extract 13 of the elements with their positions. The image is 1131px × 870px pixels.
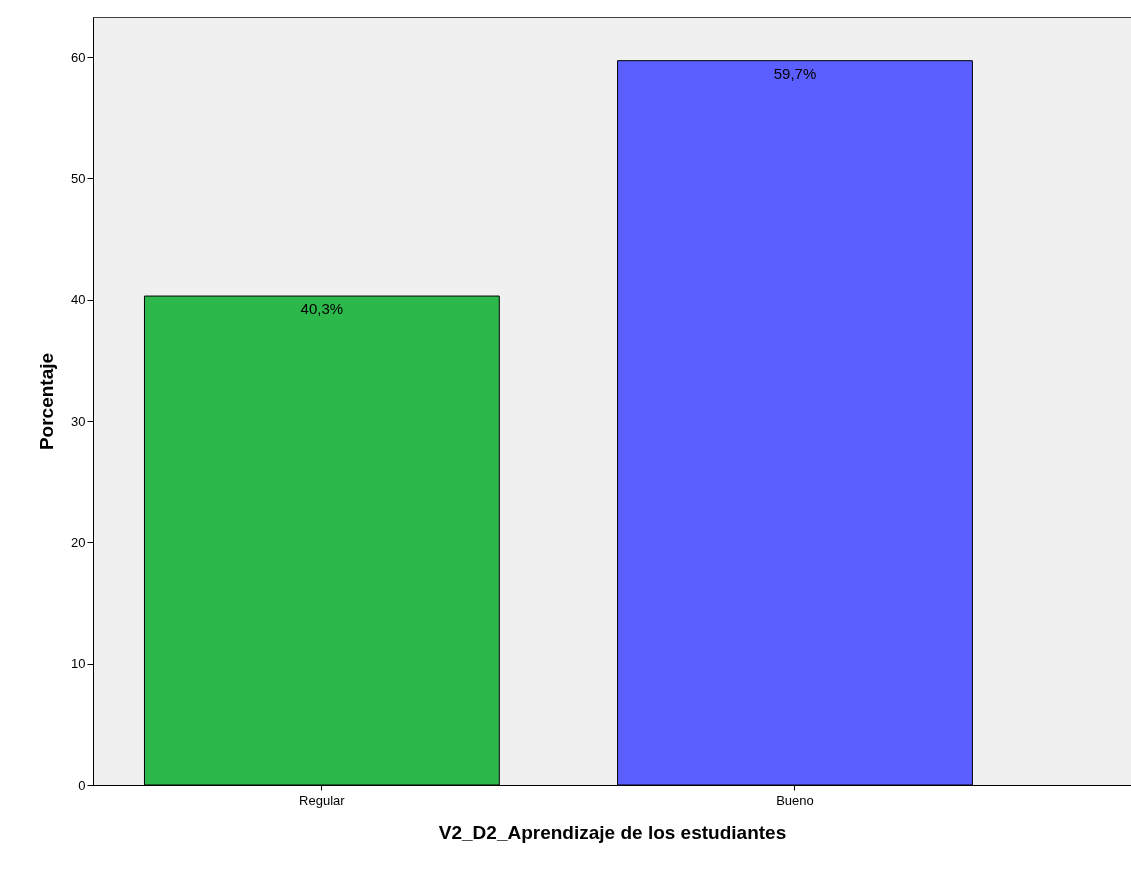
y-tick-label: 10	[71, 656, 86, 672]
x-tick-label: Bueno	[776, 792, 814, 808]
x-axis-title: V2_D2_Aprendizaje de los estudiantes	[438, 821, 787, 843]
data-label: 59,7%	[773, 64, 817, 82]
y-tick-label: 30	[71, 413, 86, 429]
x-tick-label: Regular	[299, 792, 346, 808]
y-tick-label: 0	[78, 777, 86, 793]
data-label: 40,3%	[300, 300, 344, 318]
y-tick-label: 40	[71, 292, 86, 308]
y-tick-label: 20	[71, 534, 86, 550]
y-axis-title: Porcentaje	[36, 352, 58, 451]
y-tick-label: 60	[71, 49, 86, 65]
y-tick-label: 50	[71, 170, 86, 186]
